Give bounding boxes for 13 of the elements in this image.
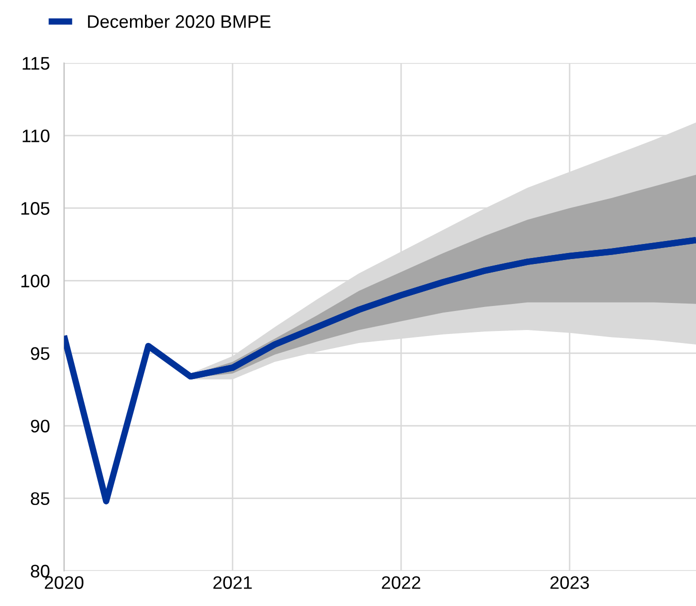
- y-tick-label: 85: [30, 492, 50, 506]
- y-tick-label: 100: [21, 274, 50, 288]
- y-tick-label: 115: [22, 57, 50, 70]
- y-tick-label: 95: [30, 347, 50, 360]
- y-tick-label: 110: [22, 130, 50, 142]
- y-tick-label: 80: [30, 564, 50, 578]
- legend-label: December 2020 BMPE: [88, 14, 270, 28]
- y-tick-label: 90: [30, 420, 50, 432]
- y-tick-label: 105: [21, 202, 50, 215]
- x-tick-label: 2021: [213, 576, 252, 589]
- x-tick-label: 2022: [382, 576, 420, 589]
- x-tick-label: 2020: [44, 576, 84, 589]
- x-tick-label: 2023: [550, 576, 589, 589]
